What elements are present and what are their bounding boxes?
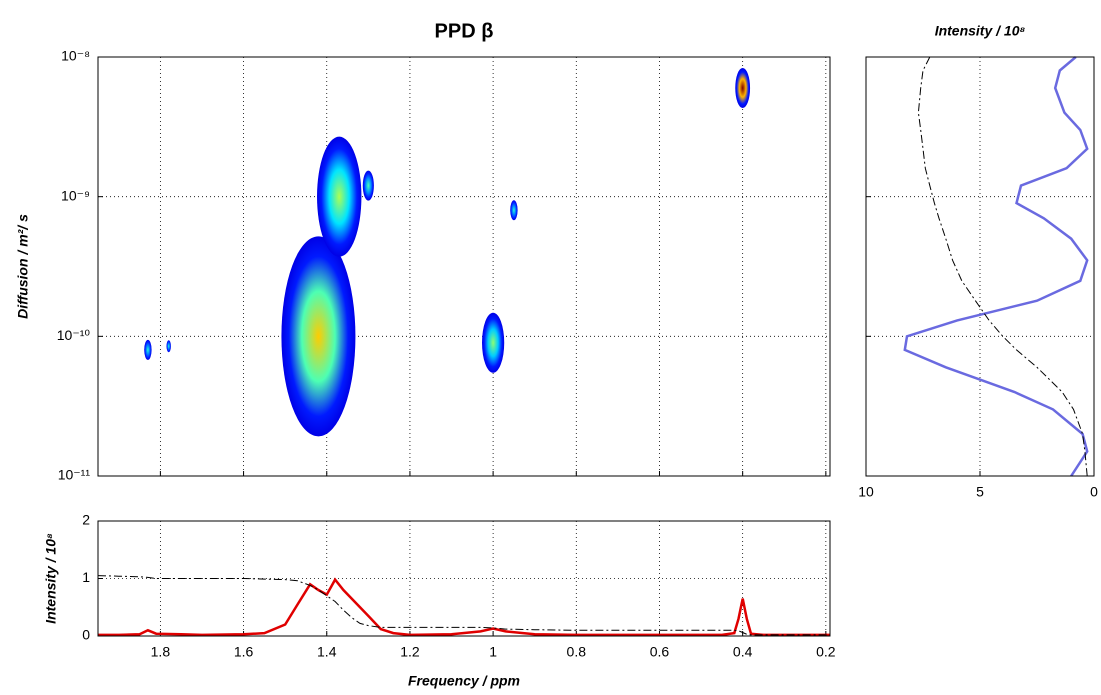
y-tick-label: 0 xyxy=(82,627,90,643)
x-tick-label: 10 xyxy=(858,484,874,500)
plot-frame xyxy=(97,56,831,477)
peak xyxy=(362,170,374,201)
peak xyxy=(735,67,751,108)
y-axis-label: Diffusion / m²/ s xyxy=(15,214,31,319)
peak xyxy=(510,200,518,221)
x-tick-label: 0.2 xyxy=(816,644,836,660)
x-tick-label: 1.8 xyxy=(151,644,171,660)
y-tick-label: 10⁻¹⁰ xyxy=(57,327,91,343)
data-line xyxy=(917,56,1088,477)
plot-frame xyxy=(865,56,1095,477)
y-tick-label: 10⁻¹¹ xyxy=(58,467,91,483)
x-tick-label: 0.6 xyxy=(650,644,670,660)
x-tick-label: 0.4 xyxy=(733,644,753,660)
y-tick-label: 10⁻⁹ xyxy=(61,187,90,203)
x-tick-label: 1.2 xyxy=(400,644,420,660)
chart-title: PPD β xyxy=(435,20,494,42)
x-tick-label: 1 xyxy=(489,644,497,660)
y-tick-label: 10⁻⁸ xyxy=(61,48,90,64)
peak xyxy=(482,312,505,373)
y-tick-label: 1 xyxy=(82,569,90,585)
x-axis-label: Frequency / ppm xyxy=(408,673,520,689)
plot-frame xyxy=(97,520,831,637)
peak xyxy=(317,136,362,257)
data-line xyxy=(903,56,1089,477)
x-tick-label: 0.8 xyxy=(567,644,587,660)
peak xyxy=(281,236,356,437)
x-tick-label: 0 xyxy=(1090,484,1098,500)
peak xyxy=(166,340,171,353)
y-axis-label: Intensity / 10⁸ xyxy=(43,533,59,624)
data-line xyxy=(97,575,830,636)
peak xyxy=(144,339,152,360)
y-tick-label: 2 xyxy=(82,512,90,528)
x-tick-label: 1.6 xyxy=(234,644,254,660)
x-tick-label: 1.4 xyxy=(317,644,337,660)
data-line xyxy=(98,577,830,637)
chart-title: Intensity / 10⁸ xyxy=(935,23,1026,39)
x-tick-label: 5 xyxy=(976,484,984,500)
